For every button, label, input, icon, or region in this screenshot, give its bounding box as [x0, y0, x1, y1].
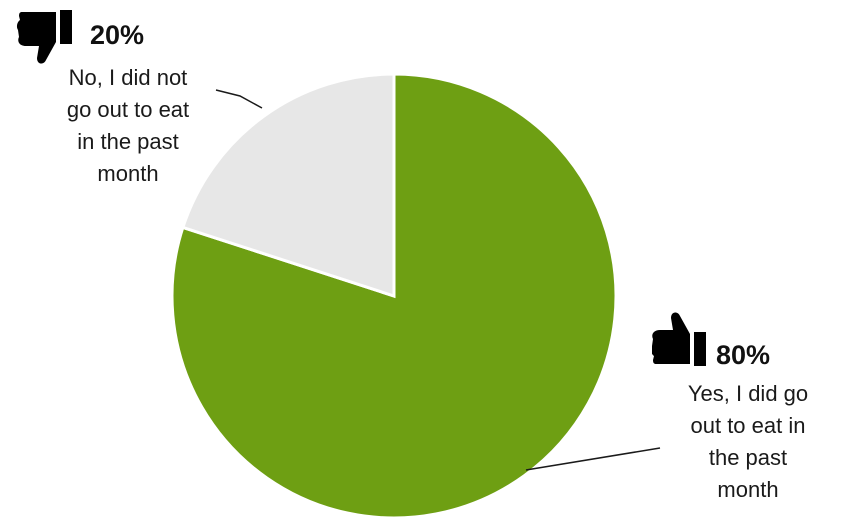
slice-label-yes-line: Yes, I did go [687, 381, 809, 406]
slice-label-no-line: go out to eat [66, 97, 190, 122]
thumbs-down-icon [16, 10, 72, 64]
slice-label-no: No, I did not go out to eat in the past … [30, 62, 226, 190]
leader-line-yes [525, 447, 661, 471]
slice-label-yes-line: month [717, 477, 779, 502]
slice-label-yes-line: out to eat in [690, 413, 806, 438]
slice-label-no-line: No, I did not [68, 65, 188, 90]
slice-label-no-line: in the past [77, 129, 179, 154]
slice-value-label-yes: 80% [716, 340, 771, 370]
slice-label-no-line: month [97, 161, 159, 186]
slice-label-yes-line: the past [708, 445, 788, 470]
slice-label-yes: Yes, I did go out to eat in the past mon… [650, 378, 846, 506]
thumbs-up-icon [652, 312, 706, 366]
slice-value-label-no: 20% [90, 20, 145, 50]
pie-slice-no [180, 72, 396, 299]
leader-line-no [215, 89, 263, 109]
